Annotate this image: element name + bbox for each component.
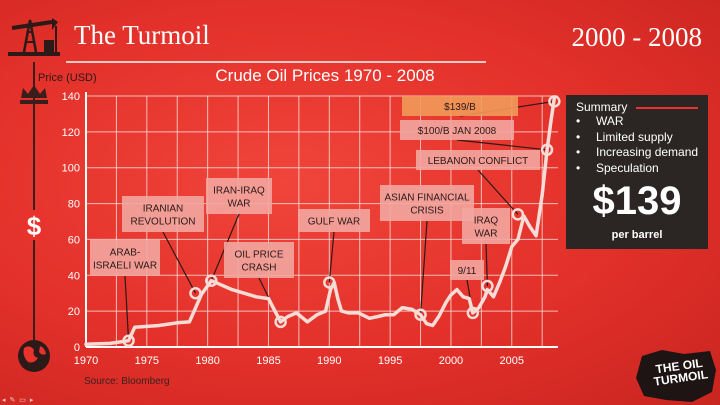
event-marker: [548, 95, 561, 108]
annotation-box: [90, 240, 160, 276]
oil-turmoil-logo: THE OIL TURMOIL: [632, 348, 720, 405]
annotation-box: [206, 178, 272, 214]
per-barrel-label: per barrel: [611, 229, 663, 241]
annotation-label: CRASH: [241, 263, 276, 274]
slide-years: 2000 - 2008: [571, 22, 703, 52]
annotation-label: IRAQ: [474, 216, 499, 227]
annotation-label: CRISIS: [410, 206, 444, 217]
slide-title: The Turmoil: [74, 20, 210, 50]
annotation-box: [380, 185, 474, 221]
event-marker: [122, 334, 135, 347]
annotation-box: [298, 209, 370, 232]
event-marker: [540, 143, 554, 157]
y-tick-label: 120: [62, 127, 80, 139]
annotation-label: ISRAELI WAR: [93, 261, 157, 272]
annotation-label: LEBANON CONFLICT: [428, 156, 529, 167]
crown-icon: [20, 85, 48, 104]
y-axis-label: Price (USD): [38, 72, 97, 84]
event-marker: [511, 208, 525, 221]
summary-item: Increasing demand: [576, 145, 698, 161]
x-tick-label: 1975: [135, 355, 159, 367]
summary-rule: [636, 107, 698, 109]
event-marker: [189, 286, 202, 300]
x-tick-label: 1970: [74, 355, 98, 367]
annotation-label: WAR: [475, 229, 498, 240]
event-marker: [481, 279, 494, 293]
event-marker: [466, 306, 480, 320]
annotation-box: [122, 196, 204, 232]
x-tick-label: 1995: [378, 355, 402, 367]
y-tick-label: 0: [74, 342, 80, 354]
annotation-label: ARAB-: [110, 248, 141, 259]
y-tick-label: 80: [68, 199, 80, 211]
summary-item: Limited supply: [576, 130, 698, 146]
summary-item: WAR: [576, 114, 698, 130]
y-tick-label: 40: [68, 270, 80, 282]
annotation-leader: [328, 231, 335, 283]
x-tick-label: 2005: [500, 355, 524, 367]
annotation-label: OIL PRICE: [234, 250, 283, 261]
summary-heading: Summary: [576, 100, 628, 114]
x-tick-label: 2000: [439, 355, 463, 367]
annotation-box: [450, 260, 484, 280]
source-note: Source: Bloomberg: [84, 376, 170, 387]
svg-text:$: $: [27, 211, 42, 241]
annotation-box: [402, 96, 518, 116]
annotation-box: [462, 208, 510, 244]
oil-derrick-icon: [8, 18, 60, 56]
annotation-leader: [456, 139, 548, 151]
price-line: [84, 96, 557, 347]
chart-title: Crude Oil Prices 1970 - 2008: [215, 66, 435, 85]
annotation-label: GULF WAR: [308, 217, 360, 228]
summary-box: Summary WAR Limited supply Increasing de…: [566, 95, 708, 249]
annotation-leader: [124, 275, 130, 341]
annotation-leader: [477, 169, 519, 215]
y-tick-label: 20: [68, 306, 80, 318]
annotation-label: 9/11: [458, 266, 477, 277]
slide-nav-icons[interactable]: ◂ ✎ ▭ ▸: [2, 397, 35, 404]
dollar-icon: $: [24, 210, 44, 241]
x-tick-label: 1980: [195, 355, 219, 367]
globe-icon: [18, 340, 50, 372]
annotation-leader: [485, 243, 489, 287]
annotation-leader: [162, 231, 197, 294]
annotation-label: IRANIAN: [143, 204, 184, 215]
annotation-leader: [419, 220, 428, 315]
annotation-box: [416, 150, 540, 170]
annotation-label: REVOLUTION: [130, 217, 195, 228]
annotation-box: [400, 120, 514, 140]
annotation-label: IRAN-IRAQ: [213, 186, 265, 197]
y-tick-label: 140: [62, 91, 80, 103]
annotation-label: $100/B JAN 2008: [418, 126, 497, 137]
y-tick-label: 100: [62, 163, 80, 175]
event-marker: [205, 274, 218, 287]
x-tick-label: 1985: [256, 355, 280, 367]
annotation-box: [224, 242, 294, 278]
x-tick-label: 1990: [317, 355, 341, 367]
event-marker: [274, 315, 287, 329]
annotation-label: $139/B: [444, 102, 476, 113]
big-price: $139: [592, 179, 682, 223]
annotation-label: WAR: [228, 199, 251, 210]
annotation-label: ASIAN FINANCIAL: [384, 193, 469, 204]
event-marker: [323, 276, 336, 289]
summary-item: Speculation: [576, 161, 698, 177]
title-rule: [66, 61, 486, 63]
summary-list: WAR Limited supply Increasing demand Spe…: [576, 114, 698, 176]
y-tick-label: 60: [68, 234, 80, 246]
event-marker: [414, 308, 427, 321]
